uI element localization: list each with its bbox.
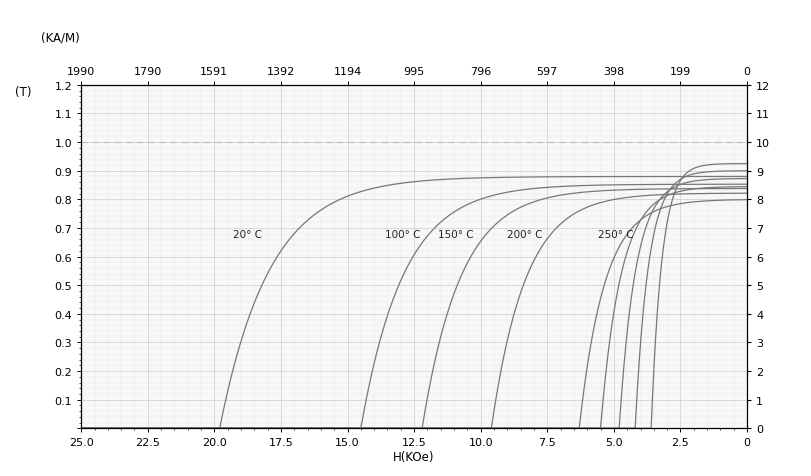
X-axis label: H(KOe): H(KOe) (393, 450, 435, 463)
Text: 200° C: 200° C (507, 229, 543, 239)
Text: (KA/M): (KA/M) (41, 31, 79, 45)
Text: 250° C: 250° C (597, 229, 633, 239)
Text: 20° C: 20° C (233, 229, 262, 239)
Text: 100° C: 100° C (384, 229, 420, 239)
Text: (T): (T) (15, 86, 31, 99)
Text: 150° C: 150° C (438, 229, 473, 239)
